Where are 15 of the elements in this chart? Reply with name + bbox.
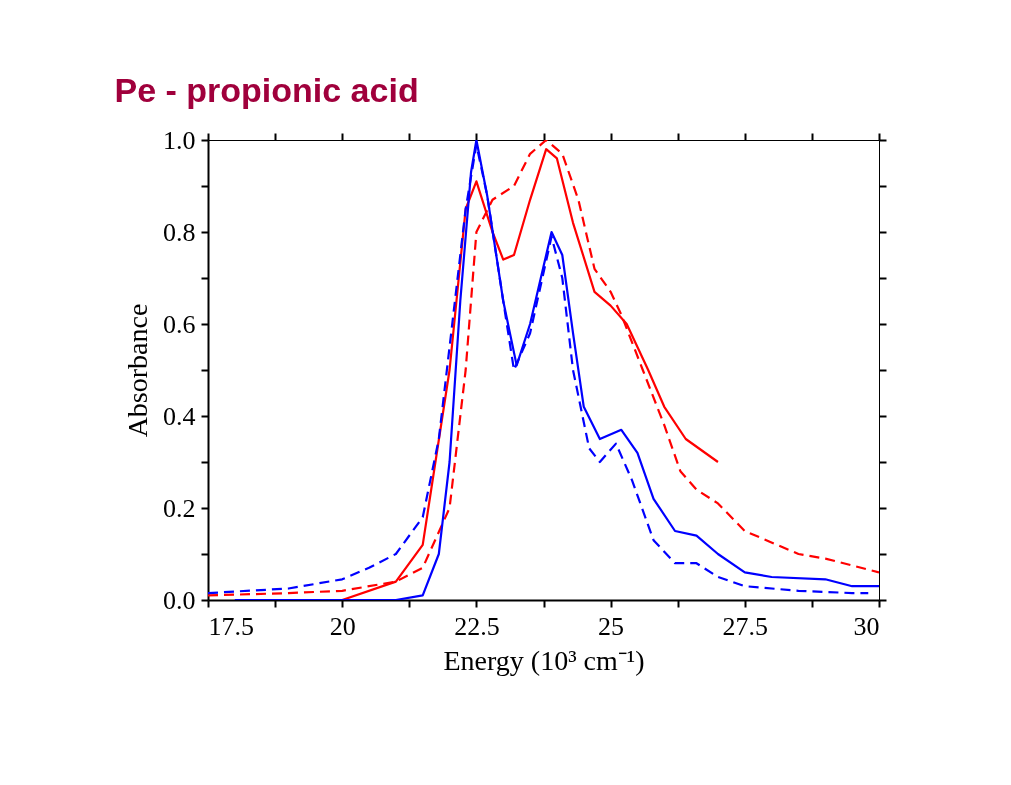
y-tick-label: 0.2 <box>163 493 196 523</box>
x-tick-label: 30 <box>853 611 880 641</box>
y-tick-label: 0.6 <box>163 309 196 339</box>
y-tick-label: 0.4 <box>163 401 196 431</box>
y-axis-title: Absorbance <box>122 303 153 438</box>
y-tick-label: 1.0 <box>163 125 196 155</box>
chart-title: Pe - propionic acid <box>114 71 419 109</box>
x-axis-title: Energy (10³ cm⁻¹) <box>443 644 645 676</box>
x-tick-label: 22.5 <box>454 611 500 641</box>
y-tick-label: 0.8 <box>163 217 196 247</box>
x-tick-label: 25 <box>598 611 625 641</box>
x-tick-label: 27.5 <box>722 611 769 641</box>
y-tick-label: 0.0 <box>163 585 196 615</box>
x-tick-label: 20 <box>329 611 356 641</box>
x-tick-label: 17.5 <box>208 611 254 641</box>
